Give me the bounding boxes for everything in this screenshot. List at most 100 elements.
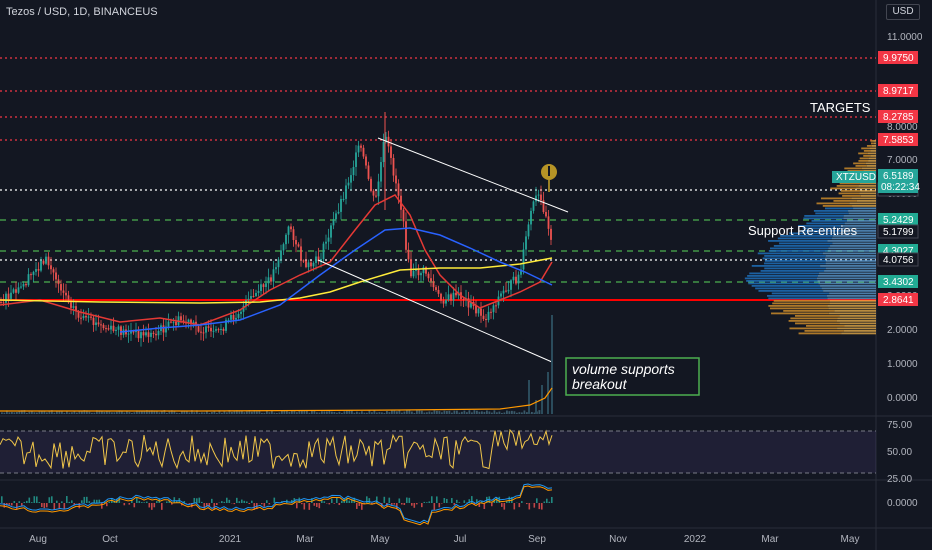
profile-bar <box>847 170 864 172</box>
macd-histogram-bar <box>348 500 351 503</box>
macd-histogram-bar <box>303 503 306 510</box>
profile-bar <box>863 170 876 172</box>
macd-histogram-bar <box>61 501 63 503</box>
candle-body <box>250 296 252 299</box>
profile-bar <box>758 290 824 292</box>
macd-histogram-bar <box>336 497 338 503</box>
macd-histogram-bar <box>313 503 316 506</box>
volume-bar <box>308 412 311 414</box>
candle-body <box>432 281 435 288</box>
volume-bar <box>128 411 131 414</box>
candle-body <box>290 226 292 230</box>
candle-body <box>547 216 550 229</box>
candle-body <box>420 273 422 276</box>
profile-bar <box>772 302 830 305</box>
volume-bar <box>403 411 406 414</box>
volume-bar <box>248 410 251 414</box>
volume-bar <box>183 410 186 414</box>
price-axis[interactable]: 11.00008.00007.00006.00005.00004.00003.0… <box>887 32 923 509</box>
volume-bar <box>508 411 511 414</box>
candle-body <box>187 319 190 324</box>
profile-bar <box>769 247 829 250</box>
volume-bar <box>113 412 116 414</box>
volume-bar <box>253 410 256 414</box>
candle-body <box>190 319 192 325</box>
volume-bar <box>381 412 383 414</box>
time-axis[interactable]: Aug Oct 2021 Mar May Jul Sep Nov 2022 Mar May <box>29 534 859 545</box>
macd-histogram-bar <box>503 503 506 510</box>
volume-bar <box>36 412 38 414</box>
profile-bar <box>773 245 831 247</box>
macd-histogram-bar <box>43 503 46 509</box>
macd-histogram-bar <box>338 503 341 506</box>
candle-body <box>490 311 492 313</box>
macd-histogram-bar <box>106 503 108 507</box>
macd-histogram-bar <box>198 497 201 503</box>
candle-body <box>437 289 440 294</box>
price-tag-label: 4.0756 <box>883 255 914 266</box>
macd-histogram-bar <box>368 498 371 503</box>
candle-body <box>332 219 335 226</box>
candle-body <box>215 329 217 331</box>
macd-histogram-bar <box>423 501 426 503</box>
profile-bar <box>868 157 876 160</box>
candle-body <box>87 316 90 318</box>
macd-histogram-bar <box>26 500 28 503</box>
macd-histogram-bar <box>48 497 51 503</box>
profile-bar <box>865 162 876 165</box>
candle-body <box>287 226 290 235</box>
macd-histogram-bar <box>153 503 156 508</box>
volume-bar <box>478 411 481 414</box>
candle-body <box>535 195 537 202</box>
candle-body <box>527 224 530 237</box>
price-tag-bg <box>878 293 918 306</box>
profile-bar <box>800 230 842 232</box>
profile-bar <box>820 285 876 287</box>
volume-bar <box>38 411 41 414</box>
volume-bar <box>141 410 143 414</box>
volume-bar <box>366 412 368 414</box>
candle-body <box>435 287 437 290</box>
profile-bar <box>767 295 827 297</box>
currency-button[interactable]: USD <box>886 4 920 20</box>
profile-bar <box>867 152 876 155</box>
price-tag-bg <box>878 133 918 146</box>
candle-body <box>482 315 485 319</box>
profile-bar <box>825 262 876 265</box>
macd-histogram-bar <box>96 499 98 503</box>
macd-histogram-bar <box>98 499 101 503</box>
profile-bar <box>751 265 821 267</box>
sma-blue-line <box>119 227 553 333</box>
candle-body <box>202 332 205 334</box>
candle-body <box>225 319 227 331</box>
candlesticks <box>0 112 552 347</box>
time-tick-label: Nov <box>609 534 627 545</box>
profile-bar <box>868 160 876 162</box>
macd-histogram-bar <box>398 498 401 503</box>
profile-bar <box>795 322 840 325</box>
macd-histogram-bar <box>413 503 416 508</box>
volume-bar <box>161 411 163 414</box>
candle-body <box>15 289 17 293</box>
candle-body <box>72 306 75 308</box>
candle-body <box>102 324 105 329</box>
candle-body <box>10 292 12 299</box>
volume-bar <box>363 412 366 414</box>
volume-bar <box>158 412 161 414</box>
macd-histogram-bar <box>543 501 546 503</box>
macd-histogram-bar <box>363 503 366 504</box>
profile-bar <box>855 165 867 167</box>
volume-bar <box>118 410 121 414</box>
profile-bar <box>849 202 876 205</box>
candle-body <box>165 326 167 333</box>
volume-bar <box>506 410 508 414</box>
alert-marker[interactable] <box>541 164 557 192</box>
profile-bar <box>827 240 876 242</box>
candle-body <box>537 194 540 196</box>
candle-body <box>90 316 92 318</box>
profile-bar <box>852 205 876 207</box>
candle-body <box>495 305 497 307</box>
price-tag-label: 4.3027 <box>883 246 914 257</box>
candle-body <box>345 185 347 199</box>
